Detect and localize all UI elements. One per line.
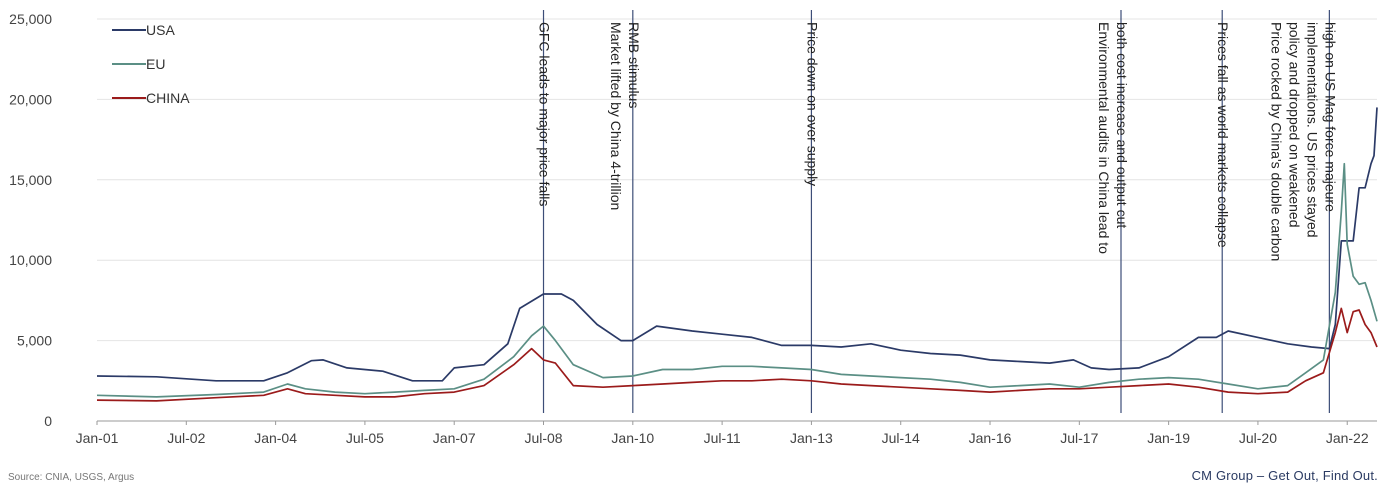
y-axis: 0 5,000 10,000 15,000 20,000 25,000 [9,11,52,429]
annotation-text: high on US Mag force majeure [1322,22,1338,212]
annotation-text: policy and dropped on weakened [1286,22,1302,228]
x-tick-label: Jan-07 [433,430,476,446]
source-note: Source: CNIA, USGS, Argus [8,472,135,483]
annotation-lines [542,10,1330,413]
y-tick-label: 10,000 [9,252,52,268]
legend-label: CHINA [146,90,190,106]
annotation-text: Price down on over supply [804,22,820,186]
x-tick-label: Jan-22 [1326,430,1369,446]
annotation-text: RMB stimulus [626,22,642,108]
x-tick-label: Jan-04 [254,430,297,446]
y-tick-label: 15,000 [9,172,52,188]
annotation-text: Price rocked by China's double carbon [1268,22,1284,261]
legend: USA EU CHINA [112,22,190,106]
annotation-text: Prices fall as world markets collapse [1215,22,1231,248]
gridlines [97,18,1377,342]
x-tick-label: Jan-19 [1147,430,1190,446]
x-tick-label: Jul-05 [346,430,384,446]
y-tick-label: 0 [44,413,52,429]
brand-tagline: CM Group – Get Out, Find Out. [1191,468,1378,483]
y-tick-label: 25,000 [9,11,52,27]
legend-label: EU [146,56,165,72]
series-line-usa [96,107,1378,382]
x-axis: Jan-01 Jul-02 Jan-04 Jul-05 Jan-07 Jul-08 Jan-… [76,420,1377,446]
x-tick-label: Jul-02 [167,430,205,446]
series-line-eu [96,162,1378,398]
x-tick-label: Jan-01 [76,430,119,446]
x-tick-label: Jul-11 [704,430,741,446]
y-tick-label: 20,000 [9,91,52,107]
y-tick-label: 5,000 [17,333,52,349]
annotation-text: implementations. US prices stayed [1304,22,1320,238]
x-tick-label: Jan-10 [611,430,654,446]
x-tick-label: Jul-20 [1239,430,1277,446]
x-tick-label: Jan-16 [969,430,1012,446]
annotation-text: GFC leads to major price falls [537,22,553,206]
series-lines [96,107,1378,402]
series-line-china [96,307,1378,402]
annotations: GFC leads to major price falls Market lif… [537,22,1339,261]
annotation-text: both cost increase and output cut [1114,22,1130,228]
x-tick-label: Jul-14 [882,430,920,446]
x-tick-label: Jul-08 [524,430,562,446]
annotation-text: Market lifted by China 4-trillion [608,22,624,210]
chart: 0 5,000 10,000 15,000 20,000 25,000 Jan-01 Jul… [9,10,1378,446]
x-tick-label: Jan-13 [790,430,833,446]
x-tick-label: Jul-17 [1060,430,1098,446]
annotation-text: Environmental audits in China lead to [1096,22,1112,254]
legend-label: USA [146,22,175,38]
